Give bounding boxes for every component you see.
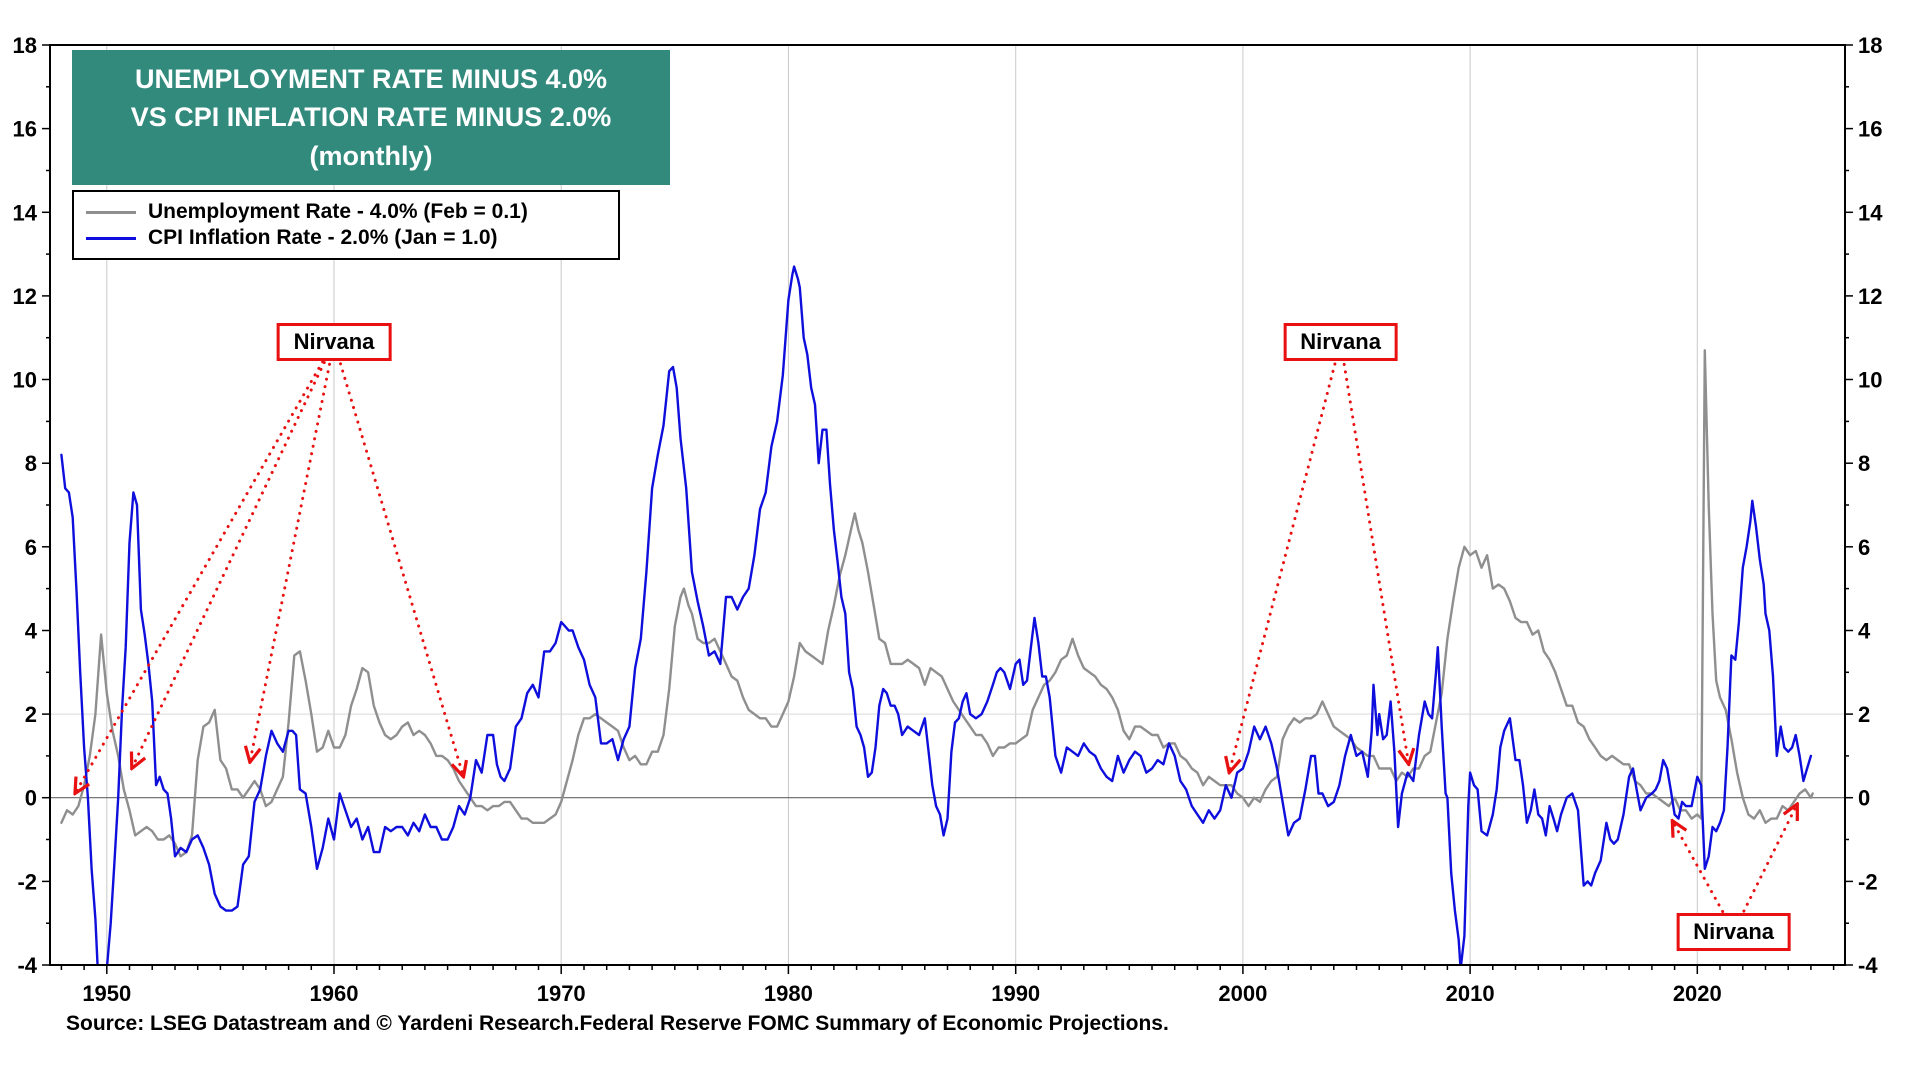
unemployment-line [60, 349, 1814, 858]
svg-text:18: 18 [13, 33, 37, 58]
svg-text:6: 6 [1858, 535, 1870, 560]
svg-text:4: 4 [25, 619, 38, 644]
legend-label-cpi: CPI Inflation Rate - 2.0% (Jan = 1.0) [148, 226, 498, 249]
nirvana-annotation-2: Nirvana [1283, 322, 1398, 361]
chart-title-line-3: (monthly) [309, 140, 433, 171]
svg-text:14: 14 [1858, 200, 1883, 225]
svg-text:1970: 1970 [537, 981, 586, 1006]
chart-title-box: UNEMPLOYMENT RATE MINUS 4.0% VS CPI INFL… [72, 50, 670, 185]
source-note: Source: LSEG Datastream and © Yardeni Re… [66, 1012, 1169, 1035]
svg-text:1980: 1980 [764, 981, 813, 1006]
svg-text:2010: 2010 [1446, 981, 1495, 1006]
svg-text:-4: -4 [17, 953, 37, 978]
svg-text:-2: -2 [17, 869, 37, 894]
svg-text:8: 8 [1858, 451, 1870, 476]
chart-title-line-1: UNEMPLOYMENT RATE MINUS 4.0% [134, 64, 608, 94]
unemployment-line-swatch-icon [86, 210, 136, 214]
svg-text:16: 16 [1858, 117, 1882, 142]
svg-text:-2: -2 [1858, 869, 1878, 894]
svg-text:4: 4 [1858, 619, 1871, 644]
svg-text:2: 2 [25, 702, 37, 727]
svg-text:1950: 1950 [82, 981, 131, 1006]
svg-text:12: 12 [1858, 284, 1882, 309]
chart-title-line-2: VS CPI INFLATION RATE MINUS 2.0% [130, 102, 612, 133]
svg-text:6: 6 [25, 535, 37, 560]
svg-text:12: 12 [13, 284, 37, 309]
svg-text:18: 18 [1858, 33, 1882, 58]
legend-item-unemployment: Unemployment Rate - 4.0% (Feb = 0.1) [86, 199, 606, 225]
cpi-line-swatch-icon [86, 236, 136, 240]
legend-label-unemployment: Unemployment Rate - 4.0% (Feb = 0.1) [148, 200, 528, 223]
svg-text:14: 14 [13, 200, 38, 225]
nirvana-annotation-3: Nirvana [1676, 912, 1792, 951]
svg-text:2000: 2000 [1218, 981, 1267, 1006]
svg-text:2020: 2020 [1673, 981, 1722, 1006]
svg-text:10: 10 [13, 368, 37, 393]
svg-text:-4: -4 [1858, 953, 1878, 978]
svg-text:0: 0 [1858, 786, 1870, 811]
legend-item-cpi: CPI Inflation Rate - 2.0% (Jan = 1.0) [86, 225, 606, 251]
svg-text:1990: 1990 [991, 981, 1040, 1006]
legend-box: Unemployment Rate - 4.0% (Feb = 0.1) CPI… [72, 190, 620, 260]
svg-text:0: 0 [25, 786, 37, 811]
svg-text:8: 8 [25, 451, 37, 476]
svg-text:1960: 1960 [310, 981, 359, 1006]
svg-text:10: 10 [1858, 368, 1882, 393]
nirvana-annotation-1: Nirvana [276, 322, 392, 361]
cpi-line [60, 265, 1813, 965]
svg-text:2: 2 [1858, 702, 1870, 727]
svg-text:16: 16 [13, 117, 37, 142]
